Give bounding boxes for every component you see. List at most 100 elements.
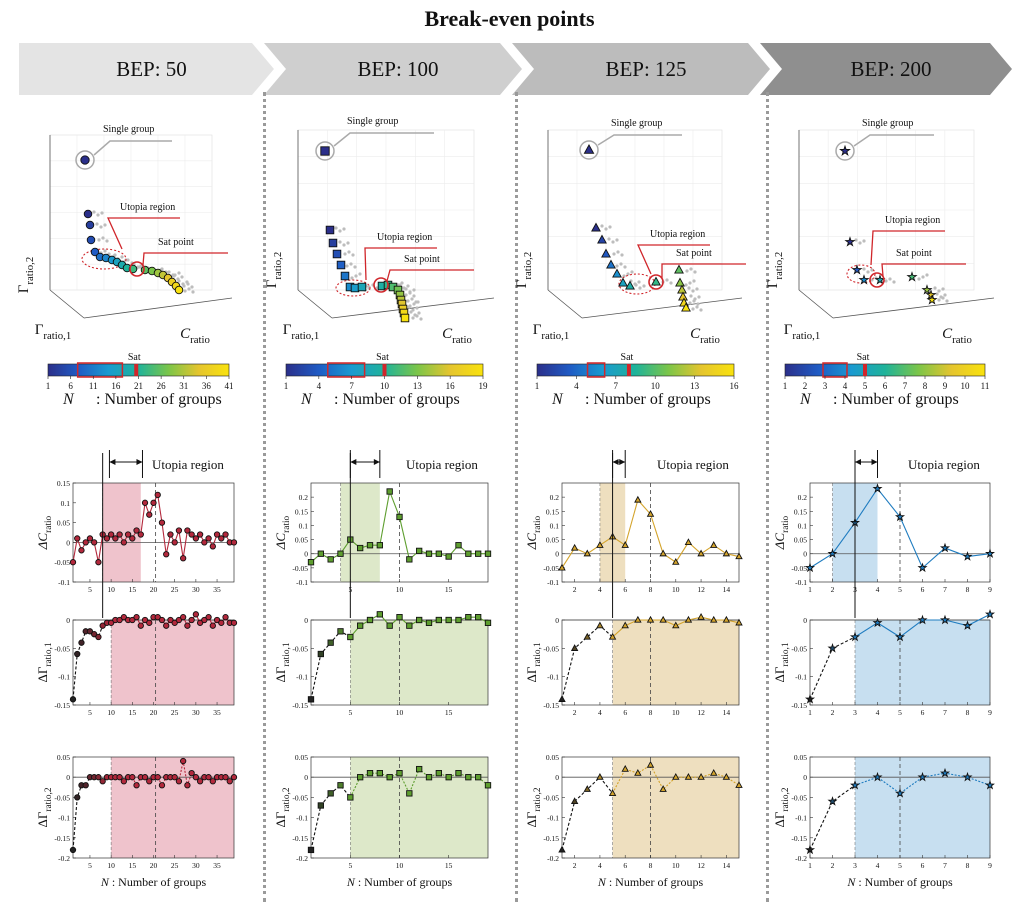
colorbar-tick-label: 19 <box>479 381 489 391</box>
colorbar-tick-label: 41 <box>225 381 234 391</box>
utopia-bracket-arrow <box>350 459 357 465</box>
x-tick-label: 35 <box>213 861 221 870</box>
data-point <box>82 782 89 789</box>
x-axis-title: N : Number of groups <box>597 875 704 889</box>
sat-point-label: Sat point <box>676 248 712 259</box>
colorbar-tick-label: 36 <box>202 381 212 391</box>
colorbar-sat-mark <box>134 364 139 376</box>
x-tick-label: 10 <box>396 585 404 594</box>
x-tick-label: 30 <box>192 861 200 870</box>
data-point <box>230 774 238 781</box>
axis-label-c-ratio: Cratio <box>942 326 972 346</box>
data-point <box>406 556 413 563</box>
scatter-point <box>400 313 410 323</box>
data-point <box>222 531 229 538</box>
utopia-shade <box>612 620 739 705</box>
y-tick-label: 0 <box>555 773 559 782</box>
background-point <box>945 299 949 303</box>
data-point <box>435 770 442 777</box>
axis-label-c-ratio: Cratio <box>442 326 472 346</box>
x-tick-label: 5 <box>348 708 352 717</box>
callout-line <box>142 252 228 266</box>
axis-line <box>331 297 495 319</box>
data-point <box>307 559 315 566</box>
scatter-point <box>328 238 338 248</box>
data-point <box>112 535 119 542</box>
data-point <box>425 619 433 626</box>
data-point <box>347 633 354 641</box>
single-group-label: Single group <box>862 118 913 129</box>
x-axis-title: N : Number of groups <box>100 875 207 889</box>
colorbar-tick-label: 1 <box>535 381 540 391</box>
x-tick-label: 5 <box>348 861 352 870</box>
data-point <box>962 771 973 782</box>
x-tick-label: 10 <box>107 585 115 594</box>
axis-label-gamma2: Γratio,2 <box>514 252 534 289</box>
data-point <box>192 611 200 618</box>
x-tick-label: 30 <box>192 585 200 594</box>
background-point <box>358 272 362 276</box>
data-point <box>192 774 200 781</box>
data-point <box>141 616 149 624</box>
background-point <box>692 279 696 283</box>
column-separator <box>766 92 769 902</box>
data-point <box>709 768 718 776</box>
background-point <box>180 275 184 279</box>
callout-line <box>93 140 172 156</box>
background-point <box>933 286 937 290</box>
y-tick-label: -0.05 <box>543 564 559 573</box>
data-point <box>226 778 233 785</box>
data-point <box>116 616 123 624</box>
colorbar <box>47 363 230 377</box>
data-point <box>209 778 216 785</box>
scatter-point <box>325 225 335 235</box>
y-axis-label: ΔΓratio,1 <box>772 642 791 682</box>
y-tick-label: -0.2 <box>795 854 807 863</box>
data-point <box>184 527 191 534</box>
x-tick-label: 15 <box>445 708 453 717</box>
data-point <box>621 621 629 629</box>
y-tick-label: -0.2 <box>58 854 70 863</box>
background-point <box>103 223 107 227</box>
data-point <box>376 611 383 618</box>
data-point <box>154 614 161 621</box>
data-point <box>120 614 127 621</box>
background-point <box>160 267 164 271</box>
scatter-point <box>83 209 93 219</box>
background-point <box>412 288 416 292</box>
x-tick-label: 2 <box>831 585 835 594</box>
axis-label-gamma1: Γratio,1 <box>533 322 570 342</box>
background-point <box>921 275 925 279</box>
y-tick-label: 0.05 <box>57 753 70 762</box>
data-point <box>396 513 403 521</box>
y-tick-label: -0.2 <box>296 854 308 863</box>
background-point <box>95 222 99 226</box>
y-tick-label: 0 <box>304 550 308 559</box>
data-point <box>659 785 667 792</box>
colorbar-tick-label: 9 <box>943 381 948 391</box>
stage-label: BEP: 200 <box>850 56 932 81</box>
data-point <box>205 774 212 781</box>
background-point <box>638 286 642 290</box>
x-axis-title: N : Number of groups <box>846 875 953 889</box>
y-tick-label: -0.1 <box>795 673 807 682</box>
scatter-point <box>591 222 601 232</box>
series-line-dashed <box>809 784 856 851</box>
y-tick-label: 0 <box>66 616 70 625</box>
data-point <box>465 774 472 781</box>
background-point <box>634 283 638 287</box>
data-point <box>95 633 102 641</box>
data-point <box>416 765 423 773</box>
y-tick-label: 0 <box>304 616 308 625</box>
colorbar-tick-label: 31 <box>179 381 188 391</box>
scatter-point <box>675 277 685 287</box>
data-point <box>218 619 225 626</box>
x-tick-label: 2 <box>573 585 577 594</box>
background-point <box>342 243 346 247</box>
utopia-ellipse <box>335 279 371 297</box>
background-point <box>342 227 346 231</box>
data-point <box>196 778 204 785</box>
scatter-point <box>597 234 607 244</box>
colorbar-tick-label: 7 <box>903 381 908 391</box>
